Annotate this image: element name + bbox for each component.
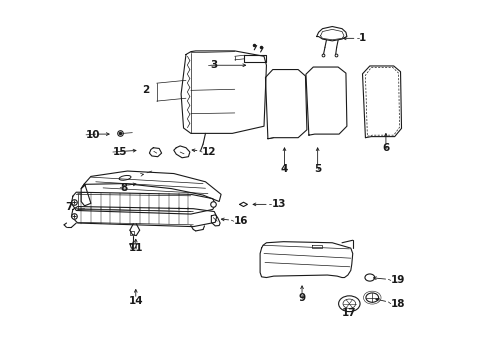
Text: 18: 18: [390, 299, 405, 309]
Text: 3: 3: [210, 60, 217, 70]
Text: 13: 13: [271, 199, 285, 210]
Text: 10: 10: [86, 130, 101, 140]
Text: 15: 15: [113, 147, 127, 157]
Text: 5: 5: [313, 164, 321, 174]
Text: 17: 17: [341, 309, 356, 318]
Text: 6: 6: [382, 143, 389, 153]
Text: 11: 11: [128, 243, 142, 253]
Text: 16: 16: [233, 216, 248, 226]
Text: 8: 8: [120, 183, 127, 193]
Text: 19: 19: [390, 275, 405, 285]
Text: 9: 9: [298, 293, 305, 303]
Text: 7: 7: [65, 202, 73, 212]
Text: 4: 4: [280, 164, 287, 174]
Text: 12: 12: [202, 147, 216, 157]
Text: 14: 14: [128, 296, 143, 306]
Text: 1: 1: [358, 33, 366, 43]
Text: 2: 2: [142, 85, 149, 95]
